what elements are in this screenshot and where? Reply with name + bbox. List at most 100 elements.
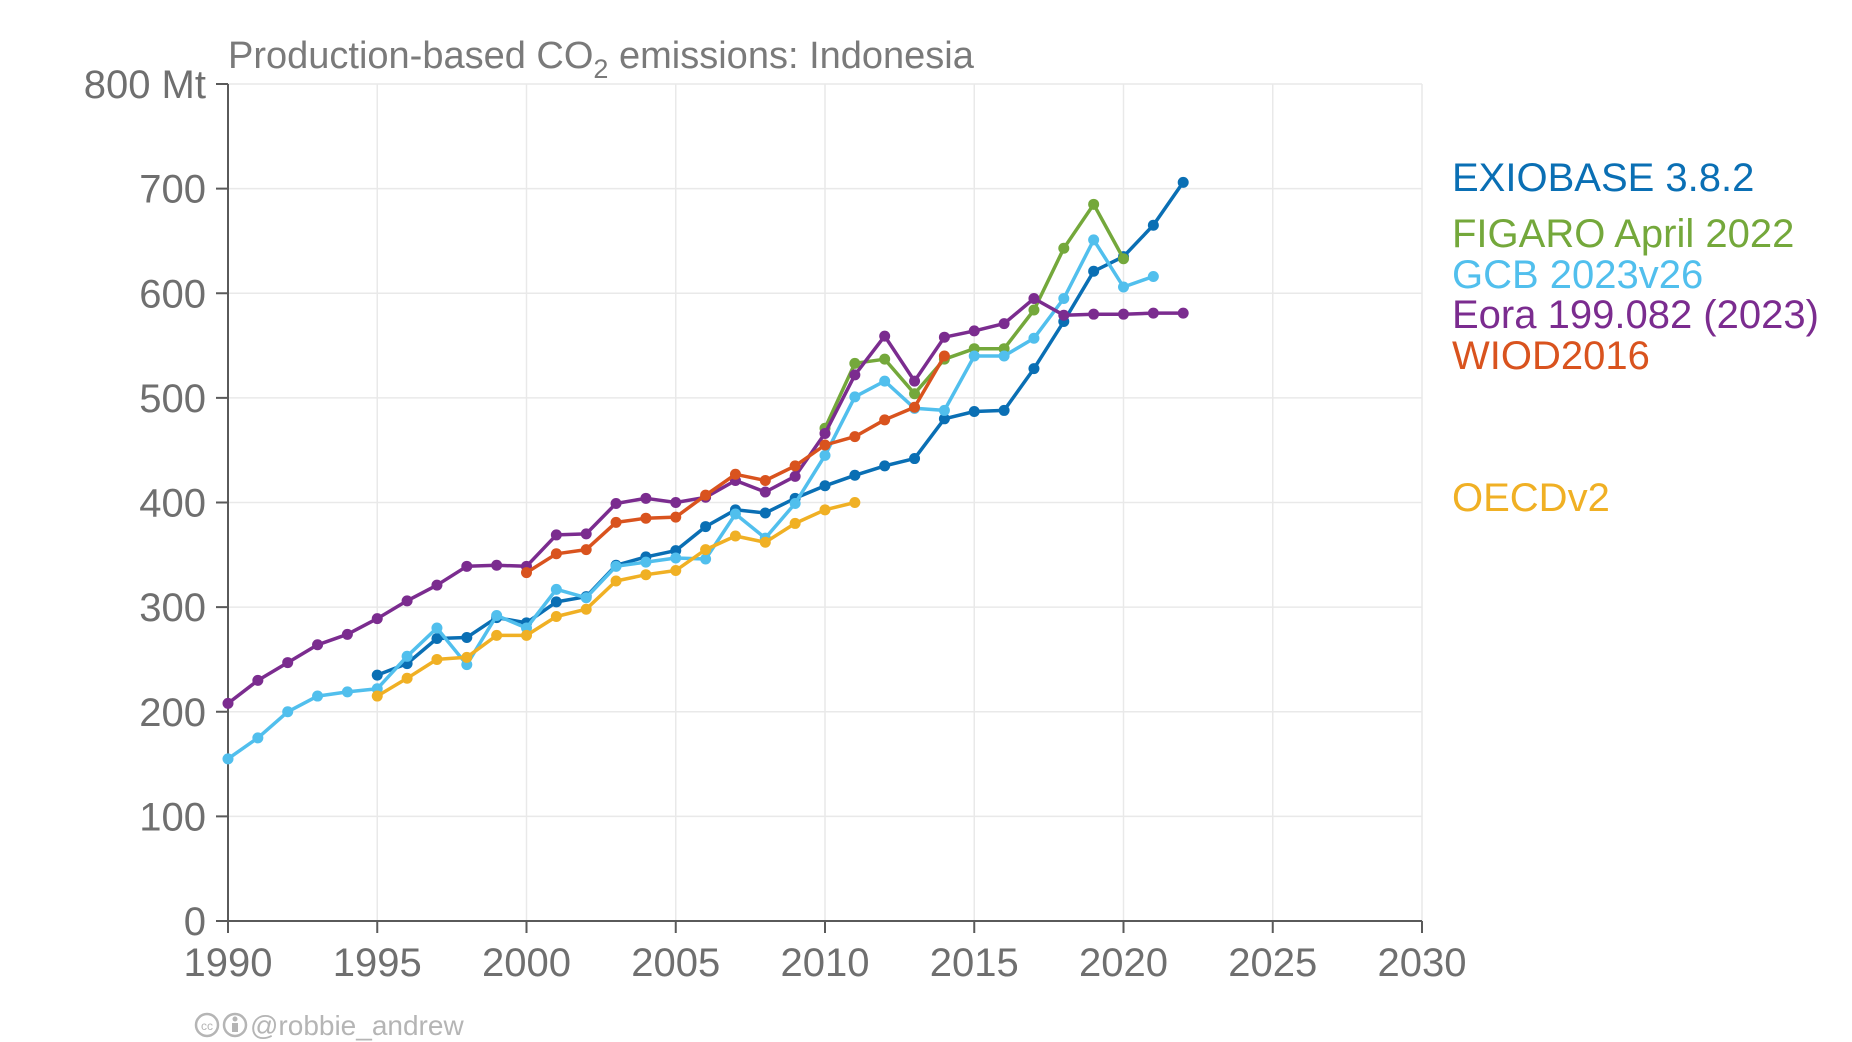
data-point — [729, 508, 741, 520]
data-point — [610, 516, 622, 528]
data-point — [1118, 253, 1129, 265]
cc-icon: cc — [194, 1012, 220, 1038]
data-point — [909, 401, 921, 413]
data-point — [550, 583, 562, 595]
data-point — [222, 753, 234, 765]
data-point — [1088, 308, 1100, 320]
data-point — [938, 404, 950, 416]
data-point — [222, 697, 234, 709]
data-point — [610, 498, 622, 510]
y-tick-label: 600 — [139, 272, 206, 316]
data-point — [849, 391, 861, 403]
x-tick-label: 2010 — [781, 941, 870, 985]
data-point — [998, 350, 1010, 362]
series-layer — [222, 176, 1189, 765]
data-point — [461, 560, 473, 572]
data-point — [401, 650, 413, 662]
data-point — [938, 350, 950, 362]
legend-entry: Eora 199.082 (2023) — [1452, 293, 1819, 337]
data-point — [1118, 281, 1129, 293]
data-point — [1147, 271, 1159, 283]
data-point — [1147, 219, 1159, 231]
credit-handle: @robbie_andrew — [250, 1010, 464, 1041]
data-point — [759, 486, 771, 498]
data-point — [909, 388, 921, 400]
data-point — [610, 560, 622, 572]
series-gcb-2023v26 — [222, 234, 1159, 765]
data-point — [580, 544, 592, 556]
axes: 0 100 200 300 400 500 600 700 800 Mt 1990 1995 2000… — [84, 63, 1467, 985]
data-point — [909, 375, 921, 387]
data-point — [849, 357, 861, 369]
data-point — [431, 622, 443, 634]
y-tick-label: 400 — [139, 482, 206, 526]
data-point — [1028, 332, 1040, 344]
data-point — [700, 521, 712, 533]
data-point — [550, 596, 562, 608]
legend-entry: GCB 2023v26 — [1452, 253, 1703, 297]
data-point — [909, 453, 921, 465]
data-point — [1118, 308, 1129, 320]
data-point — [998, 404, 1010, 416]
data-point — [341, 686, 353, 698]
y-tick-label: 800 Mt — [84, 63, 206, 107]
data-point — [819, 504, 831, 516]
data-point — [1177, 176, 1189, 188]
y-tick-label: 700 — [139, 168, 206, 212]
data-point — [252, 674, 264, 686]
series-line — [375, 500, 857, 698]
legend-entry: FIGARO April 2022 — [1452, 212, 1794, 256]
data-point — [938, 331, 950, 343]
data-point — [670, 511, 682, 523]
data-point — [879, 414, 891, 426]
data-point — [491, 609, 503, 621]
data-point — [580, 603, 592, 615]
data-point — [610, 575, 622, 587]
chart-title: Production-based CO2 emissions: Indonesi… — [228, 35, 975, 84]
x-tick-label: 2025 — [1228, 941, 1317, 985]
data-point — [312, 639, 324, 651]
data-point — [879, 353, 891, 365]
data-point — [580, 528, 592, 540]
data-point — [640, 569, 652, 581]
data-point — [401, 595, 413, 607]
data-point — [998, 318, 1010, 330]
data-point — [789, 498, 801, 510]
data-point — [968, 405, 980, 417]
svg-text:cc: cc — [201, 1019, 213, 1033]
by-icon — [222, 1012, 248, 1038]
data-point — [879, 375, 891, 387]
data-point — [819, 427, 831, 439]
data-point — [968, 325, 980, 337]
series-oecdv2 — [371, 497, 861, 702]
x-tick-label: 2020 — [1079, 941, 1168, 985]
data-point — [700, 553, 712, 565]
data-point — [640, 512, 652, 524]
data-point — [700, 489, 712, 501]
x-tick-label: 2030 — [1378, 941, 1467, 985]
data-point — [491, 629, 503, 641]
data-point — [580, 592, 592, 604]
data-point — [521, 629, 532, 641]
data-point — [1088, 234, 1100, 246]
data-point — [849, 369, 861, 381]
data-point — [431, 633, 443, 645]
data-point — [938, 413, 950, 425]
data-point — [670, 497, 682, 508]
legend-entry: OECDv2 — [1452, 476, 1610, 520]
y-tick-label: 200 — [139, 691, 206, 735]
data-point — [849, 497, 861, 508]
data-point — [700, 544, 712, 556]
data-point — [879, 330, 891, 342]
series-line — [375, 180, 1185, 677]
y-tick-label: 500 — [139, 377, 206, 421]
y-tick-label: 0 — [184, 900, 206, 944]
data-point — [550, 611, 562, 623]
data-point — [401, 672, 413, 684]
grid — [227, 83, 1423, 922]
y-tick-label: 300 — [139, 586, 206, 630]
data-point — [431, 579, 443, 591]
